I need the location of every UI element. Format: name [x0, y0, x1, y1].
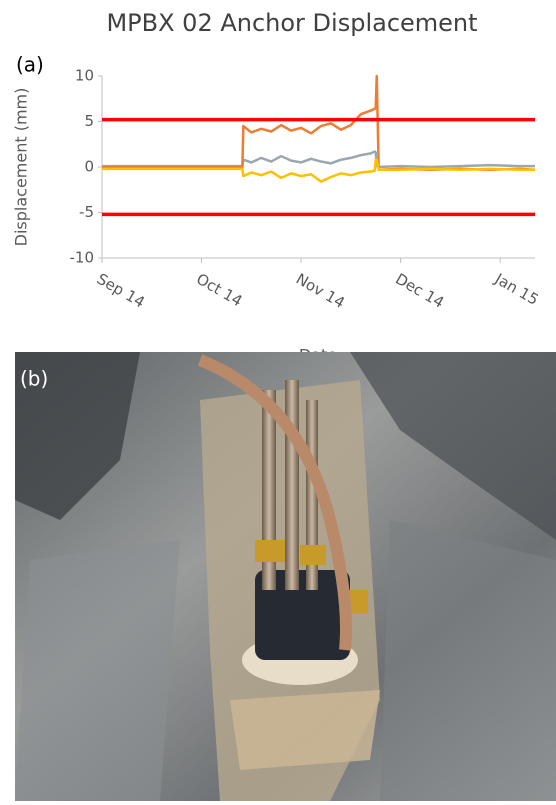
x-tick-label: Sep 14 [94, 270, 148, 312]
rod [306, 400, 318, 590]
cable [197, 354, 352, 651]
data-line [102, 150, 535, 169]
chart-title: MPBX 02 Anchor Displacement [106, 9, 477, 37]
y-axis-label: Displacement (mm) [12, 88, 31, 247]
y-tick-label: 10 [75, 67, 94, 85]
connector [255, 540, 285, 562]
y-tick-label: 0 [84, 158, 94, 176]
connector [346, 590, 368, 614]
y-tick-label: 5 [84, 112, 94, 130]
rock-shadow [15, 352, 140, 520]
data-line [102, 158, 535, 183]
rock-face [15, 540, 180, 801]
debris [230, 690, 380, 770]
x-tick-label: Dec 14 [392, 270, 447, 312]
photo-label: (b) [20, 367, 48, 391]
x-tick-label: Oct 14 [193, 270, 245, 310]
y-tick-label: -10 [70, 249, 95, 267]
x-tick-label: Jan 15 [491, 269, 542, 309]
head-cover [255, 570, 350, 660]
x-tick-label: Nov 14 [293, 270, 348, 312]
rock-face [380, 520, 556, 801]
rock-shadow [350, 352, 556, 540]
data-line [102, 74, 536, 171]
y-tick-label: -5 [79, 203, 94, 221]
rod [285, 380, 299, 590]
plot-area: -10 -5 0 5 10 Sep 14 Oct 14 Nov 14 Dec 14 Jan 15 [70, 67, 542, 312]
connector [300, 545, 326, 565]
panel-label: (a) [16, 53, 44, 77]
photo: (b) [15, 352, 556, 801]
